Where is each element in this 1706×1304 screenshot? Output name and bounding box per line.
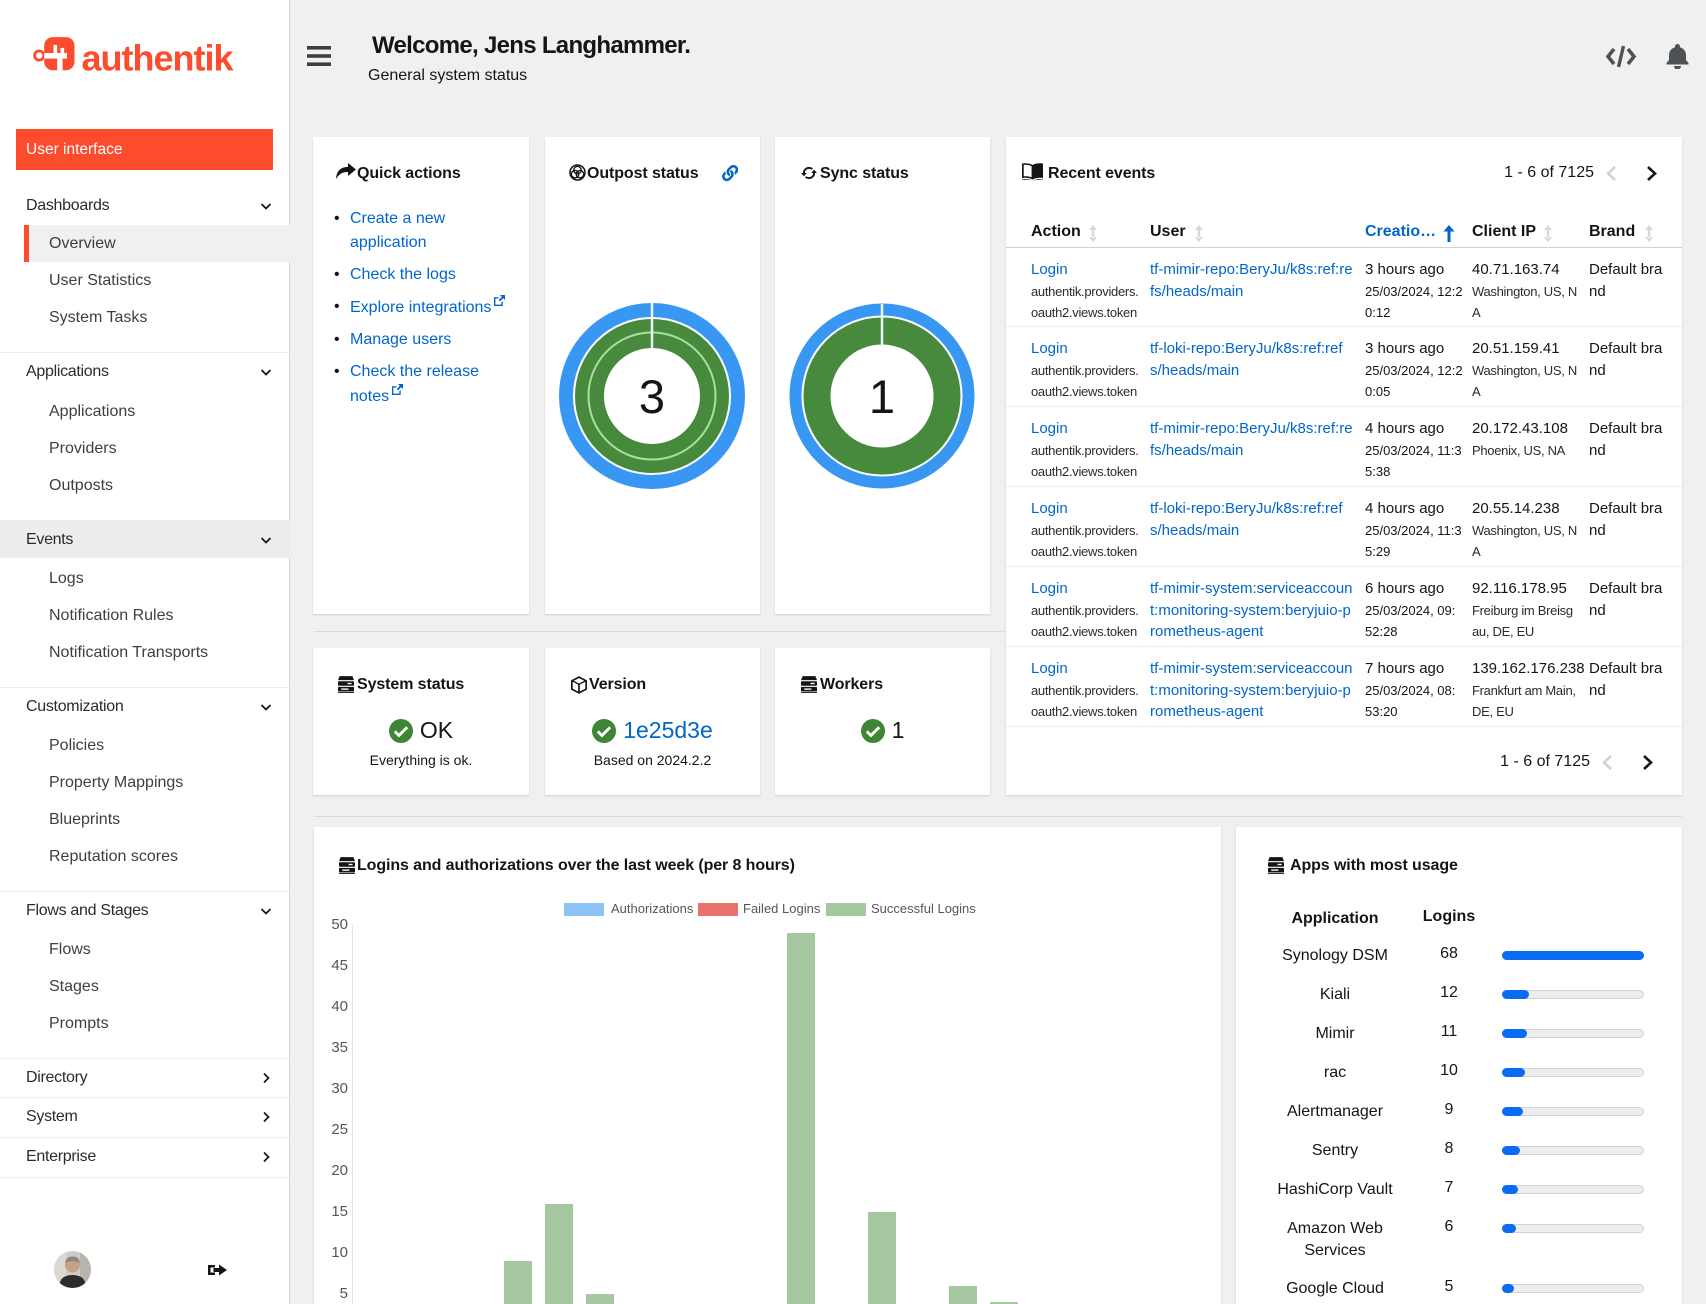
svg-text:1: 1 xyxy=(869,370,895,423)
svg-text:3: 3 xyxy=(639,370,665,423)
svg-text:authentik: authentik xyxy=(82,38,235,79)
